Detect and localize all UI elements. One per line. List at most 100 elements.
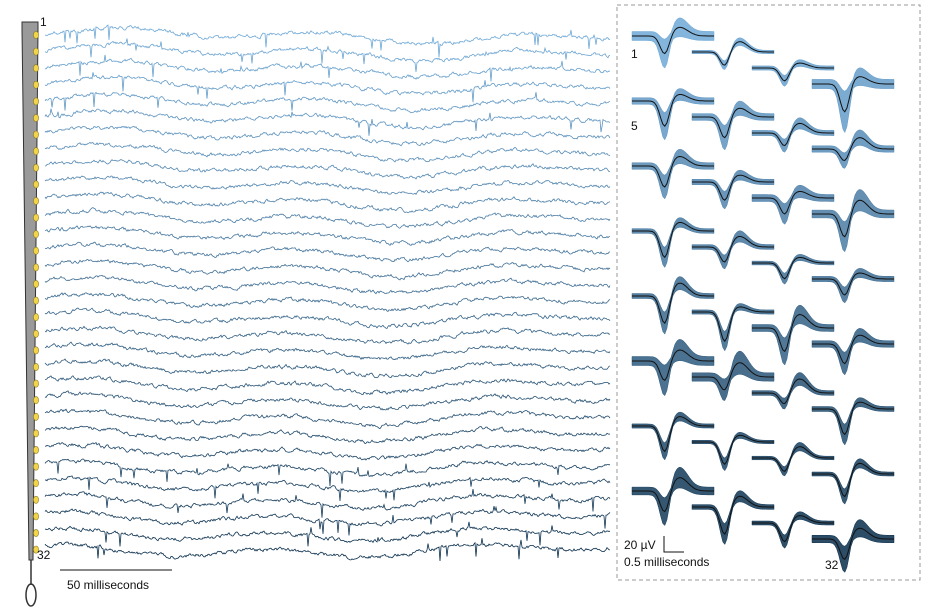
trace — [44, 207, 611, 229]
trace — [44, 292, 611, 313]
trace — [44, 191, 611, 214]
waveform-envelope — [631, 411, 715, 461]
waveform-mean — [812, 527, 894, 561]
electrode — [33, 263, 39, 272]
waveform-envelope — [631, 217, 715, 269]
waveform-label: 5 — [631, 119, 638, 133]
waveform-envelope — [751, 372, 835, 410]
waveform-envelope — [751, 184, 835, 225]
trace — [44, 390, 611, 411]
electrode — [33, 280, 39, 288]
electrode — [33, 47, 39, 56]
waveform-scale-bar — [663, 536, 684, 553]
electrode — [33, 313, 39, 322]
trace — [44, 54, 611, 82]
electrode — [33, 114, 39, 122]
electrode — [33, 80, 39, 89]
waveform-envelope — [811, 519, 895, 573]
trace — [44, 505, 611, 536]
electrode — [33, 31, 39, 39]
waveform-mean — [812, 401, 894, 436]
probe — [21, 21, 39, 607]
waveform-mean — [632, 282, 714, 324]
waveform-mean — [632, 416, 714, 453]
trace — [44, 125, 611, 147]
electrode — [33, 412, 39, 421]
trace — [44, 325, 611, 345]
electrode — [33, 529, 39, 537]
waveform-mean — [692, 495, 774, 535]
waveform-mean — [632, 94, 714, 128]
trace — [44, 538, 611, 562]
waveform-mean — [752, 378, 834, 405]
trace — [44, 38, 611, 73]
waveform-mean — [752, 446, 834, 472]
waveform-envelope — [631, 149, 715, 200]
waveforms — [631, 17, 895, 573]
trace — [44, 159, 611, 180]
waveform-mean — [692, 174, 774, 201]
electrode — [33, 462, 39, 471]
electrode — [33, 446, 39, 454]
waveform-envelope — [691, 37, 775, 70]
waveform-mean — [752, 313, 834, 353]
trace — [44, 141, 611, 163]
waveform-mean — [812, 137, 894, 162]
waveform-panel — [616, 4, 921, 581]
electrode — [33, 197, 39, 205]
probe-top-label: 1 — [40, 15, 47, 29]
trace — [44, 475, 611, 502]
waveform-mean — [752, 515, 834, 543]
waveform-envelope — [631, 17, 715, 69]
waveform-envelope — [691, 100, 775, 151]
electrode — [33, 346, 39, 355]
waveform-envelope — [691, 350, 775, 401]
trace — [44, 91, 611, 114]
waveform-envelope — [691, 169, 775, 210]
waveform-mean — [692, 235, 774, 263]
trace — [44, 458, 611, 487]
electrode — [33, 495, 39, 504]
electrode — [33, 147, 39, 156]
waveform-label: 32 — [825, 558, 839, 572]
electrode — [33, 479, 39, 488]
trace — [44, 408, 611, 430]
trace — [44, 108, 611, 136]
waveform-envelope — [811, 397, 895, 446]
waveform-mean — [632, 222, 714, 259]
electrode — [33, 180, 39, 189]
waveform-mean — [632, 477, 714, 513]
waveform-envelope — [811, 189, 895, 253]
waveform-label: 1 — [631, 47, 638, 61]
electrode — [33, 230, 39, 239]
electrode — [33, 246, 39, 255]
electrode — [33, 363, 39, 371]
trace — [44, 425, 611, 444]
electrode — [33, 213, 39, 222]
electrode — [33, 545, 39, 554]
waveform-envelope — [691, 432, 775, 472]
waveform-envelope — [811, 268, 895, 304]
trace — [44, 358, 611, 379]
waveform-envelope — [751, 304, 835, 366]
waveform-time-label: 0.5 milliseconds — [624, 555, 709, 569]
trace — [44, 274, 611, 295]
electrode — [33, 296, 39, 305]
trace — [44, 72, 611, 103]
trace — [45, 441, 611, 461]
waveform-mean — [812, 462, 894, 498]
waveform-mean — [692, 434, 774, 466]
waveform-mean — [812, 199, 894, 238]
waveform-mean — [752, 62, 834, 82]
trace — [44, 489, 611, 518]
waveform-envelope — [691, 490, 775, 545]
waveform-mean — [812, 76, 894, 113]
probe-shank — [21, 21, 39, 561]
electrode — [33, 130, 39, 139]
waveform-envelope — [811, 67, 895, 134]
trace — [45, 375, 611, 396]
trace — [44, 307, 611, 329]
waveform-envelope — [691, 230, 775, 270]
waveform-mean — [632, 155, 714, 188]
trace — [44, 175, 611, 195]
